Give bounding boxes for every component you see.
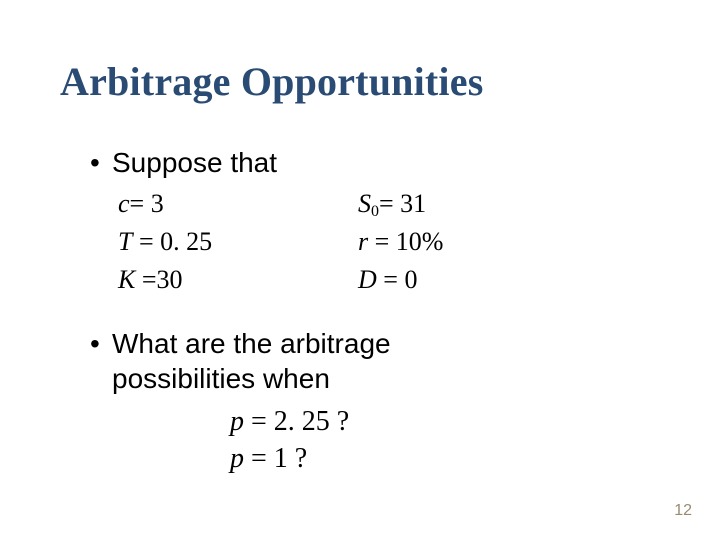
- param-eq: = 10%: [368, 227, 443, 256]
- param-col-right: S0= 31 r = 10% D = 0: [358, 188, 598, 302]
- param-eq: = 3: [130, 189, 164, 218]
- param-row: c= 3: [118, 188, 358, 222]
- param-row: D = 0: [358, 264, 598, 298]
- param-row: T = 0. 25: [118, 226, 358, 260]
- eq-sym: p: [230, 443, 244, 474]
- param-sym: D: [358, 265, 377, 294]
- question-text: What are the arbitrage possibilities whe…: [112, 326, 391, 396]
- param-sym: K: [118, 265, 135, 294]
- eq-sym: p: [230, 406, 244, 437]
- param-sub: 0: [371, 203, 379, 220]
- equation-line-1: p = 2. 25 ?: [230, 404, 650, 439]
- param-eq: = 0. 25: [132, 227, 212, 256]
- param-eq: = 31: [379, 189, 426, 218]
- param-sym: c: [118, 189, 130, 218]
- bullet-question: • What are the arbitrage possibilities w…: [90, 326, 650, 396]
- question-line1: What are the arbitrage: [112, 328, 391, 359]
- slide-body: •Suppose that c= 3 T = 0. 25 K =30 S0= 3…: [90, 145, 650, 476]
- param-sym: S: [358, 189, 371, 218]
- param-row: r = 10%: [358, 226, 598, 260]
- param-row: K =30: [118, 264, 358, 298]
- param-sym: r: [358, 227, 368, 256]
- bullet-dot: •: [90, 326, 112, 361]
- eq-rest: = 1 ?: [244, 443, 307, 474]
- slide: Arbitrage Opportunities •Suppose that c=…: [0, 0, 720, 540]
- bullet-text: Suppose that: [112, 145, 277, 180]
- param-eq: =30: [135, 265, 182, 294]
- param-block: c= 3 T = 0. 25 K =30 S0= 31 r = 10% D = …: [118, 188, 650, 302]
- param-sym: T: [118, 227, 132, 256]
- equation-line-2: p = 1 ?: [230, 441, 650, 476]
- eq-rest: = 2. 25 ?: [244, 406, 349, 437]
- slide-title: Arbitrage Opportunities: [60, 58, 483, 105]
- bullet-dot: •: [90, 145, 112, 180]
- bullet-suppose: •Suppose that: [90, 145, 650, 180]
- page-number: 12: [674, 502, 692, 520]
- param-col-left: c= 3 T = 0. 25 K =30: [118, 188, 358, 302]
- param-eq: = 0: [377, 265, 418, 294]
- param-row: S0= 31: [358, 188, 598, 222]
- question-line2: possibilities when: [112, 363, 330, 394]
